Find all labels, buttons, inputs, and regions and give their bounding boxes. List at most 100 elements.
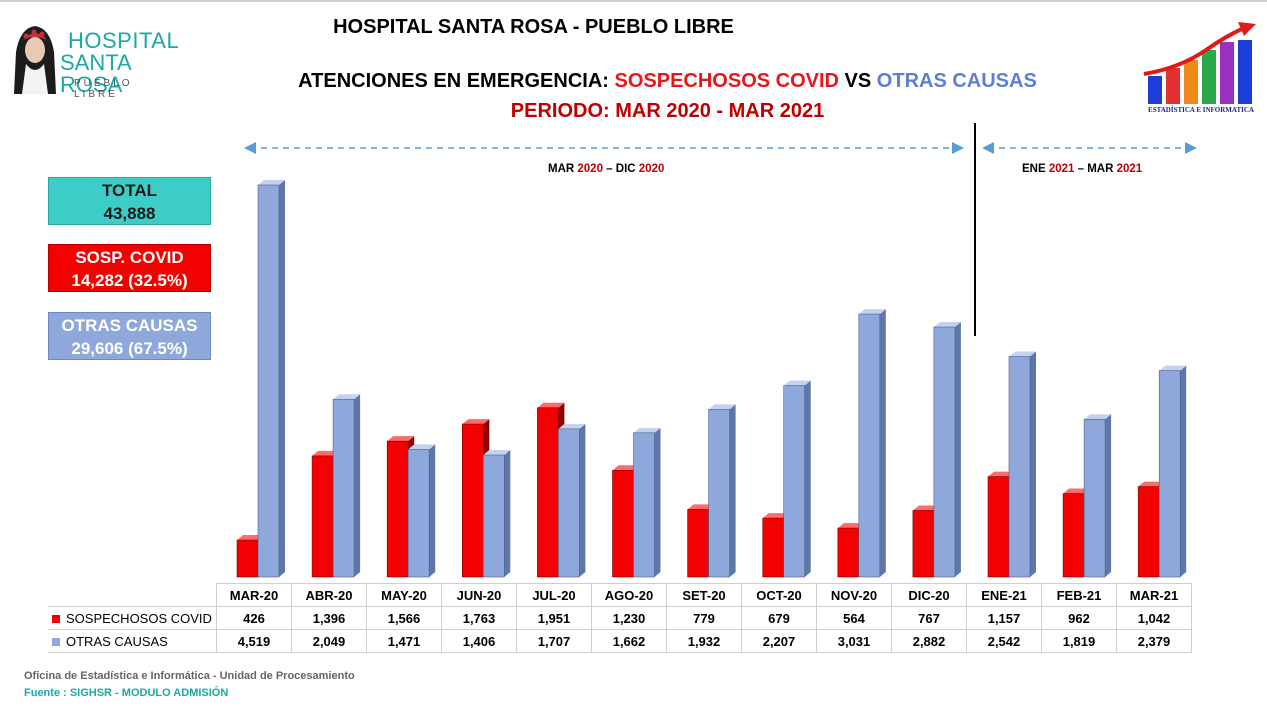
- bar-otras-nov-20: [858, 309, 886, 578]
- legend-swatch-otras: [52, 637, 60, 646]
- bar-top: [237, 535, 264, 541]
- value-covid-nov-20: 564: [816, 606, 892, 630]
- bar-front: [1137, 486, 1160, 578]
- period-1-part: – DIC: [602, 163, 639, 175]
- data-table: MAR-20 ABR-20 MAY-20 JUN-20 JUL-20 AGO-20 SET-…: [48, 583, 1192, 653]
- bar-side: [879, 309, 886, 577]
- footer-office: Oficina de Estadística e Informática - U…: [24, 670, 355, 682]
- value-otras-set-20: 1,932: [666, 629, 742, 653]
- value-covid-jun-20: 1,763: [441, 606, 517, 630]
- value-covid-oct-20: 679: [741, 606, 817, 630]
- statistics-logo-caption: ESTADÍSTICA E INFORMATICA: [1148, 106, 1254, 114]
- value-covid-jul-20: 1,951: [516, 606, 592, 630]
- bar-top: [333, 394, 361, 400]
- bar-otras-jun-20: [482, 450, 511, 578]
- otras-summary-box: OTRAS CAUSAS 29,606 (67.5%): [48, 312, 211, 360]
- bar-front: [461, 423, 484, 578]
- tick-label-nov-20: NOV-20: [816, 583, 892, 607]
- value-otras-jun-20: 1,406: [441, 629, 517, 653]
- bar-otras-jul-20: [558, 423, 586, 578]
- tick-label-dic-20: DIC-20: [891, 583, 967, 607]
- tick-label-jul-20: JUL-20: [516, 583, 592, 607]
- page-title: HOSPITAL SANTA ROSA - PUEBLO LIBRE: [333, 16, 734, 38]
- value-otras-oct-20: 2,207: [741, 629, 817, 653]
- bar-top: [1138, 481, 1166, 487]
- bar-side: [1180, 365, 1187, 577]
- tick-label-mar-21: MAR-21: [1116, 583, 1192, 607]
- bar-front: [858, 313, 881, 578]
- value-otras-dic-20: 2,882: [891, 629, 967, 653]
- bar-top: [633, 427, 661, 433]
- value-otras-abr-20: 2,049: [291, 629, 367, 653]
- bar-top: [1063, 488, 1091, 494]
- legend-covid-label: SOSPECHOSOS COVID: [66, 610, 212, 626]
- table-corner: [48, 583, 217, 607]
- tick-label-mar-20: MAR-20: [216, 583, 292, 607]
- bar-top: [1009, 351, 1036, 357]
- bar-front: [482, 454, 505, 578]
- logo-text-santa-rosa: SANTA ROSA: [60, 50, 131, 97]
- period-2-year: 2021: [1048, 163, 1075, 175]
- bar-top: [612, 465, 640, 471]
- bar-otras-abr-20: [332, 394, 361, 578]
- bar-front: [912, 510, 935, 578]
- bar-top: [988, 471, 1015, 477]
- bars-group: [236, 180, 1187, 578]
- bar-front: [633, 432, 655, 578]
- legend-otras: OTRAS CAUSAS: [48, 629, 217, 653]
- value-otras-feb-21: 1,819: [1041, 629, 1117, 653]
- bar-side: [579, 423, 586, 577]
- bar-otras-mar-20: [257, 180, 285, 578]
- bar-top: [687, 504, 715, 510]
- total-label: TOTAL: [101, 181, 158, 200]
- chart-subtitle: ATENCIONES EN EMERGENCIA: SOSPECHOSOS CO…: [34, 70, 1267, 93]
- tick-label-oct-20: OCT-20: [741, 583, 817, 607]
- period-title: PERIODO: MAR 2020 - MAR 2021: [510, 100, 825, 122]
- bar-otras-may-20: [407, 444, 436, 578]
- bar-side: [1105, 414, 1112, 577]
- period-2-year: 2021: [1116, 163, 1143, 175]
- rising-bars-icon: [1143, 22, 1256, 104]
- value-covid-feb-21: 962: [1041, 606, 1117, 630]
- bar-top: [1084, 414, 1112, 420]
- value-otras-ago-20: 1,662: [591, 629, 667, 653]
- bar-otras-ago-20: [633, 427, 661, 578]
- period-1-year: 2020: [638, 163, 665, 175]
- total-value: 43,888: [103, 204, 156, 223]
- bar-front: [783, 385, 806, 578]
- bar-side: [729, 404, 736, 577]
- bar-top: [312, 450, 340, 456]
- bar-front: [933, 326, 956, 578]
- period-1-year: 2020: [577, 163, 603, 175]
- value-covid-ene-21: 1,157: [966, 606, 1042, 630]
- bar-top: [912, 505, 940, 511]
- bar-front: [558, 428, 580, 578]
- bar-otras-mar-21: [1158, 365, 1187, 578]
- bar-front: [386, 440, 409, 578]
- bar-front: [687, 509, 709, 578]
- table-row-otras: OTRAS CAUSAS 4,519 2,049 1,471 1,406 1,707 1,6…: [48, 629, 1192, 653]
- value-otras-ene-21: 2,542: [966, 629, 1042, 653]
- period-2-part: – MAR: [1074, 163, 1117, 175]
- legend-covid: SOSPECHOSOS COVID: [48, 606, 217, 630]
- bar-otras-ene-21: [1008, 351, 1036, 578]
- bar-top: [387, 436, 415, 442]
- value-covid-ago-20: 1,230: [591, 606, 667, 630]
- legend-swatch-covid: [52, 614, 60, 623]
- otras-label: OTRAS CAUSAS: [61, 316, 198, 335]
- bar-otras-set-20: [708, 404, 736, 578]
- hospital-logo: HOSPITAL SANTA ROSA PUEBLO LIBRE: [8, 16, 179, 100]
- logo-text-hospital: HOSPITAL: [68, 28, 180, 53]
- tick-label-ago-20: AGO-20: [591, 583, 667, 607]
- subtitle-vs: VS: [839, 70, 877, 92]
- value-covid-may-20: 1,566: [366, 606, 442, 630]
- bar-top: [1159, 365, 1187, 371]
- bar-side: [504, 450, 511, 577]
- value-covid-mar-20: 426: [216, 606, 292, 630]
- period-divider: [974, 123, 976, 336]
- bar-front: [1008, 356, 1031, 578]
- bar-front: [612, 470, 634, 578]
- subtitle-otras: OTRAS CAUSAS: [876, 70, 1037, 92]
- bar-top: [258, 180, 285, 185]
